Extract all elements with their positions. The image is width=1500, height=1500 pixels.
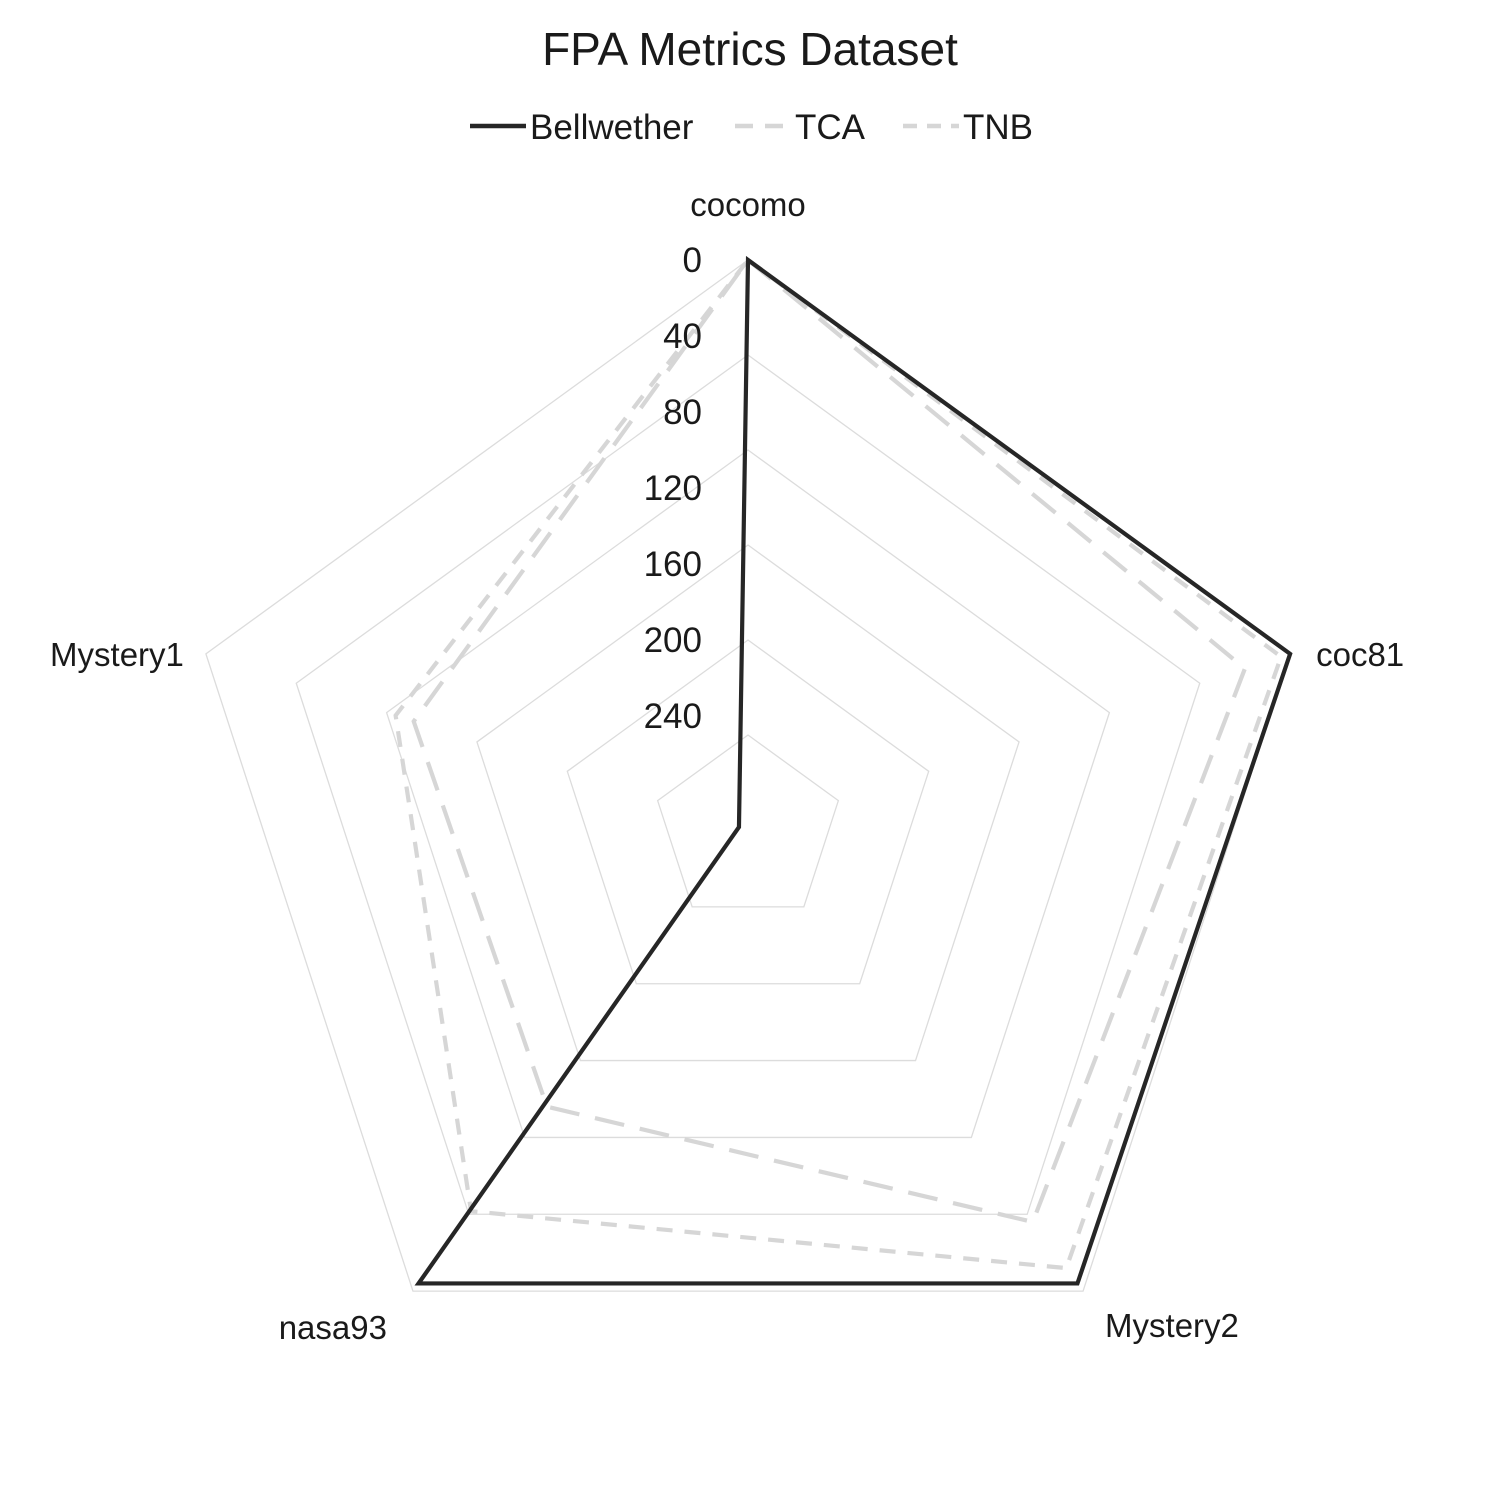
legend-label-bellwether: Bellwether bbox=[530, 108, 694, 147]
r-tick-label: 80 bbox=[663, 393, 702, 432]
grid-ring bbox=[295, 354, 1201, 1215]
legend: Bellwether TCA TNB bbox=[470, 108, 1033, 147]
axis-label-nasa93: nasa93 bbox=[279, 1309, 387, 1346]
r-tick-label: 40 bbox=[663, 317, 702, 356]
legend-label-tnb: TNB bbox=[963, 108, 1033, 147]
r-tick-label: 200 bbox=[644, 621, 702, 660]
axis-label-mystery2: Mystery2 bbox=[1105, 1307, 1239, 1344]
r-tick-label: 160 bbox=[644, 545, 702, 584]
grid-ring bbox=[476, 544, 1020, 1062]
axis-label-coc81: coc81 bbox=[1316, 636, 1404, 673]
grid-ring bbox=[656, 734, 840, 908]
series-tnb bbox=[393, 257, 1284, 1271]
tick-labels: 0 40 80 120 160 200 240 bbox=[644, 241, 702, 736]
chart-title: FPA Metrics Dataset bbox=[542, 23, 958, 75]
axis-labels: cocomo coc81 Mystery2 nasa93 Mystery1 bbox=[50, 186, 1404, 1346]
axis-label-cocomo: cocomo bbox=[690, 186, 806, 223]
r-tick-label: 240 bbox=[644, 697, 702, 736]
series-layer bbox=[393, 255, 1293, 1286]
series-bellwether bbox=[414, 255, 1293, 1286]
r-tick-label: 120 bbox=[644, 469, 702, 508]
grid-ring bbox=[566, 639, 930, 985]
axis-label-mystery1: Mystery1 bbox=[50, 636, 184, 673]
legend-label-tca: TCA bbox=[795, 108, 866, 147]
r-tick-label: 0 bbox=[683, 241, 702, 280]
grid-ring bbox=[385, 449, 1111, 1139]
series-tca bbox=[411, 256, 1248, 1225]
